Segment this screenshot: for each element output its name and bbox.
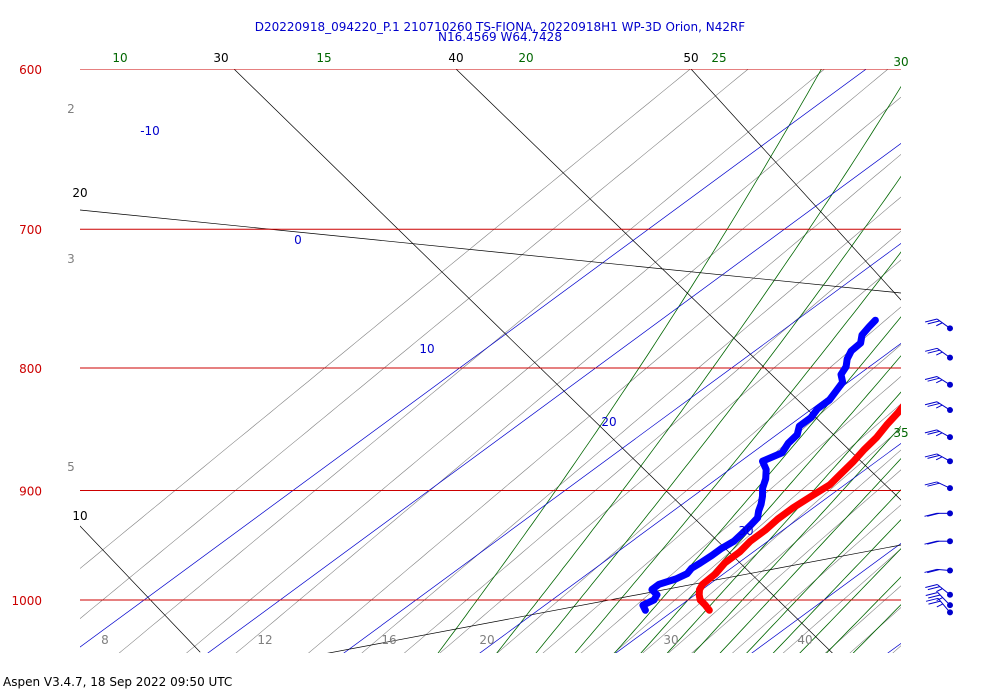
wind-barb — [924, 429, 953, 441]
footer-text: Aspen V3.4.7, 18 Sep 2022 09:50 UTC — [3, 675, 233, 689]
isotherm — [479, 342, 901, 653]
isotherm-label: 0 — [294, 233, 302, 247]
mixing-ratio-line — [80, 69, 749, 620]
mixing-ratio-label: 5 — [67, 460, 75, 474]
wind-barb — [925, 597, 953, 616]
mixing-ratio-line — [80, 69, 691, 569]
moist-adiabat — [746, 489, 901, 653]
title-line-1: D20220918_094220_P.1 210710260 TS-FIONA,… — [254, 20, 746, 34]
moist-adiabat — [640, 355, 901, 653]
dry-adiabat — [80, 209, 901, 294]
moist-adiabat — [772, 519, 901, 653]
isotherm — [207, 143, 901, 653]
mixing-ratio-line — [235, 96, 901, 653]
moist-adiabat — [574, 251, 901, 653]
mixing-ratio-label: 40 — [797, 633, 812, 647]
mixing-ratio-line — [439, 259, 901, 653]
mixing-ratio-line — [186, 69, 889, 653]
dewpoint-trace — [639, 316, 879, 614]
moist-adiabat — [614, 316, 901, 653]
mixing-ratio-line — [849, 607, 901, 653]
moist-adiabat-label: 15 — [316, 51, 331, 65]
mixing-ratio-label: 20 — [479, 633, 494, 647]
isotherm-label: 30 — [738, 524, 753, 538]
isotherm — [751, 542, 901, 653]
wind-barb — [924, 538, 953, 545]
mixing-ratio-line — [118, 69, 826, 653]
pressure-label: 800 — [19, 362, 42, 376]
mixing-ratio-label: 8 — [101, 633, 109, 647]
dry-adiabat — [455, 69, 901, 501]
moist-adiabat — [852, 604, 901, 653]
wind-barb — [924, 401, 953, 414]
pressure-label: 600 — [19, 63, 42, 77]
wind-barb — [925, 318, 953, 332]
dry-adiabat-label: 30 — [213, 51, 228, 65]
mixing-ratio-line — [782, 548, 901, 653]
isotherm — [615, 442, 901, 653]
mixing-ratio-line — [996, 0, 1000, 670]
moist-adiabat — [437, 69, 822, 653]
wind-barb — [924, 453, 953, 465]
dry-adiabat — [80, 525, 201, 653]
mixing-ratio-line — [732, 504, 901, 653]
mixing-ratio-line — [308, 153, 901, 653]
mixing-ratio-label: 2 — [67, 102, 75, 116]
pressure-label: 900 — [19, 484, 42, 498]
isotherm — [887, 642, 901, 653]
wind-barb — [924, 376, 953, 388]
wind-barb — [925, 584, 953, 598]
moist-adiabat — [799, 548, 901, 653]
wind-barb — [924, 481, 953, 492]
moist-adiabat-label: 10 — [112, 51, 127, 65]
moist-adiabat-label: 25 — [711, 51, 726, 65]
moist-adiabat — [535, 175, 901, 653]
temperature-trace — [695, 403, 901, 614]
isotherm — [343, 242, 901, 653]
mixing-ratio-line — [910, 0, 1000, 670]
moist-adiabat — [693, 425, 901, 653]
title-line-2: N16.4569 W64.7428 — [438, 30, 562, 44]
chart-title: D20220918_094220_P.1 210710260 TS-FIONA,… — [0, 20, 1000, 44]
dry-adiabat-label: 20 — [72, 186, 87, 200]
isotherm-label: -10 — [140, 124, 160, 138]
pressure-label: 1000 — [11, 594, 42, 608]
dry-adiabat — [327, 544, 901, 653]
wind-barb — [925, 347, 953, 361]
mixing-ratio-line — [496, 306, 901, 653]
isotherm-label: 20 — [601, 415, 616, 429]
moist-adiabat — [666, 391, 901, 653]
mixing-ratio-label: 12 — [257, 633, 272, 647]
mixing-ratio-label: 30 — [663, 633, 678, 647]
mixing-ratio-line — [691, 469, 901, 653]
mixing-ratio-line — [824, 585, 901, 653]
mixing-ratio-line — [403, 230, 901, 653]
moist-adiabat — [719, 457, 901, 653]
mixing-ratio-line — [542, 344, 901, 653]
dry-adiabat-label: 10 — [72, 509, 87, 523]
moist-adiabat — [826, 576, 901, 653]
wind-barb — [924, 510, 953, 517]
mixing-ratio-line — [970, 0, 1000, 670]
mixing-ratio-label: 16 — [381, 633, 396, 647]
dry-adiabat-label: 50 — [683, 51, 698, 65]
mixing-ratio-line — [642, 427, 901, 653]
moist-adiabat-label: 30 — [893, 55, 908, 69]
dry-adiabat — [690, 69, 901, 301]
isotherm — [80, 69, 867, 648]
pressure-label: 700 — [19, 223, 42, 237]
dry-adiabat — [233, 69, 833, 653]
isotherm-label: 10 — [419, 342, 434, 356]
mixing-ratio-line — [361, 196, 901, 653]
moist-adiabat-label: 20 — [518, 51, 533, 65]
dry-adiabat-label: 40 — [448, 51, 463, 65]
wind-barb — [924, 567, 953, 574]
wind-barb — [925, 592, 953, 609]
moist-adiabat — [496, 85, 901, 653]
mixing-ratio-label: 3 — [67, 252, 75, 266]
moist-adiabat-label: 35 — [893, 426, 908, 440]
mixing-ratio-line — [668, 449, 901, 653]
